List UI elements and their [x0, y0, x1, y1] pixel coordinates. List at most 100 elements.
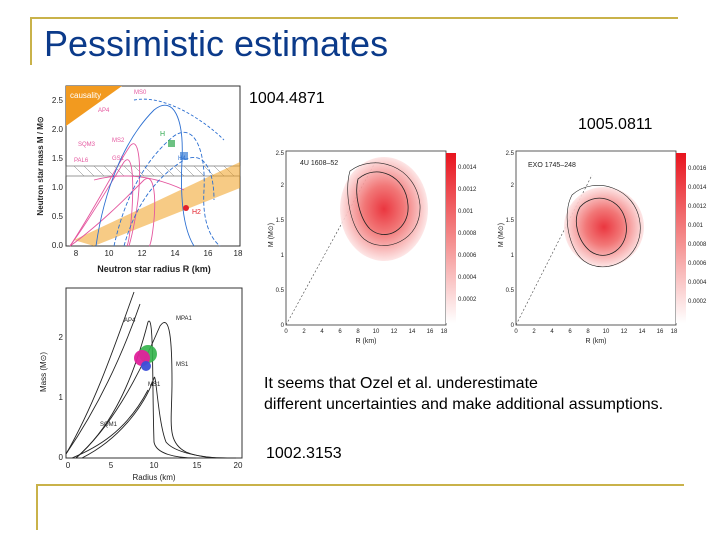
- tick-label: 2.5: [276, 151, 285, 157]
- tick-label: 0.0014: [458, 165, 477, 171]
- tick-label: 4: [320, 329, 324, 335]
- curve-label: AP4: [98, 108, 110, 114]
- source-label: EXO 1745–248: [528, 162, 576, 169]
- tick-label: 0.0008: [458, 231, 477, 237]
- tick-label: 0.0012: [458, 187, 477, 193]
- tick-label: 1.5: [276, 218, 285, 224]
- curve-label: H4: [178, 156, 186, 162]
- tick-label: 15: [193, 461, 202, 470]
- bottom-left-rule: [36, 484, 38, 530]
- tick-label: 14: [409, 329, 416, 335]
- tick-label: 0.0002: [688, 299, 707, 305]
- tick-label: 1.5: [52, 154, 64, 163]
- curve-label: MS0: [134, 90, 147, 96]
- tick-label: 18: [234, 249, 243, 258]
- tick-label: 8: [74, 249, 79, 258]
- curve-label: SQM1: [100, 422, 118, 428]
- curve-label: PAL6: [74, 158, 89, 164]
- title-left-rule: [30, 17, 32, 65]
- tick-label: 12: [138, 249, 147, 258]
- tick-label: 0: [66, 461, 71, 470]
- curve-label: SQM3: [78, 142, 96, 148]
- curve-label: MPA1: [176, 316, 193, 322]
- tick-label: 4: [550, 329, 554, 335]
- tick-label: 0.0004: [688, 280, 707, 286]
- curve-label: GS1: [112, 156, 125, 162]
- colorbar: [676, 153, 686, 323]
- curve-label: MS2: [112, 138, 125, 144]
- tick-label: 2.5: [506, 151, 515, 157]
- commentary-text: It seems that Ozel et al. underestimate …: [264, 373, 663, 415]
- tick-label: 10: [105, 249, 114, 258]
- tick-label: 0.0012: [688, 204, 707, 210]
- tick-label: 6: [338, 329, 342, 335]
- tick-label: 2: [281, 183, 285, 189]
- bottom-rule: [36, 484, 684, 486]
- tick-label: 0: [59, 453, 64, 462]
- tick-label: 0.5: [276, 288, 285, 294]
- tick-label: 10: [603, 329, 610, 335]
- tick-label: 0: [511, 323, 515, 329]
- causality-label: causality: [70, 91, 101, 100]
- tick-label: 10: [150, 461, 159, 470]
- tick-label: 18: [441, 329, 448, 335]
- orange-band: [74, 162, 240, 246]
- tick-label: 0.0006: [458, 253, 477, 259]
- colorbar: [446, 153, 456, 323]
- tick-label: 8: [586, 329, 590, 335]
- figure-d-ylabel: M (M⊙): [498, 223, 505, 247]
- tick-label: 2.0: [52, 125, 64, 134]
- commentary-line-2: different uncertainties and make additio…: [264, 396, 664, 413]
- figure-a-ylabel: Neutron star mass M / M⊙: [36, 116, 45, 215]
- probability-region: [564, 187, 644, 267]
- causality-region: [66, 86, 122, 126]
- tick-label: 14: [639, 329, 646, 335]
- tick-label: 1: [511, 253, 515, 259]
- title-top-rule: [30, 17, 678, 19]
- tick-label: 1.5: [506, 218, 515, 224]
- figure-c-xlabel: R (km): [356, 338, 377, 345]
- tick-label: 2: [532, 329, 536, 335]
- tick-label: 16: [204, 249, 213, 258]
- tick-label: 0.0014: [688, 185, 707, 191]
- tick-label: 0.0002: [458, 297, 477, 303]
- tick-label: 2: [302, 329, 306, 335]
- tick-label: 0: [284, 329, 288, 335]
- tick-label: 14: [171, 249, 180, 258]
- tick-label: 1: [59, 393, 64, 402]
- reference-bottom: 1002.3153: [266, 445, 342, 462]
- tick-label: 0: [281, 323, 285, 329]
- figure-b-xlabel: Radius (km): [132, 473, 175, 482]
- tick-label: 16: [657, 329, 664, 335]
- tick-label: 0: [514, 329, 518, 335]
- tick-label: 2: [511, 183, 515, 189]
- tick-label: 1.0: [52, 183, 64, 192]
- tick-label: 2: [59, 333, 64, 342]
- figure-d-xlabel: R (km): [586, 338, 607, 345]
- tick-label: 0.0016: [688, 166, 707, 172]
- tick-label: 0.001: [458, 209, 474, 215]
- tick-label: 0.0004: [458, 275, 477, 281]
- tick-label: 0.0: [52, 241, 64, 250]
- tick-label: 1: [281, 253, 285, 259]
- curve-label: H2: [192, 209, 201, 216]
- tick-label: 0.001: [688, 223, 704, 229]
- tick-label: 8: [356, 329, 360, 335]
- curve-label: AP4: [124, 318, 136, 324]
- tick-label: 0.5: [52, 212, 64, 221]
- tick-label: 20: [234, 461, 243, 470]
- figure-mass-radius-constraints: causality AP4: [34, 80, 246, 278]
- reference-right: 1005.0811: [578, 116, 653, 133]
- tick-label: 0.0008: [688, 242, 707, 248]
- curve-label: MS1: [176, 362, 189, 368]
- figure-4u1608-probability: 4U 1608–52 0.0002 0.0004 0.0006 0.0008 0…: [266, 145, 488, 345]
- tick-label: 0.5: [506, 288, 515, 294]
- marker-green: [168, 140, 175, 147]
- tick-label: 10: [373, 329, 380, 335]
- tick-label: 5: [109, 461, 114, 470]
- tick-label: 16: [427, 329, 434, 335]
- slide-title: Pessimistic estimates: [44, 23, 389, 64]
- marker-blue: [180, 152, 188, 160]
- figure-a-xlabel: Neutron star radius R (km): [97, 264, 211, 274]
- reference-top: 1004.4871: [249, 90, 325, 107]
